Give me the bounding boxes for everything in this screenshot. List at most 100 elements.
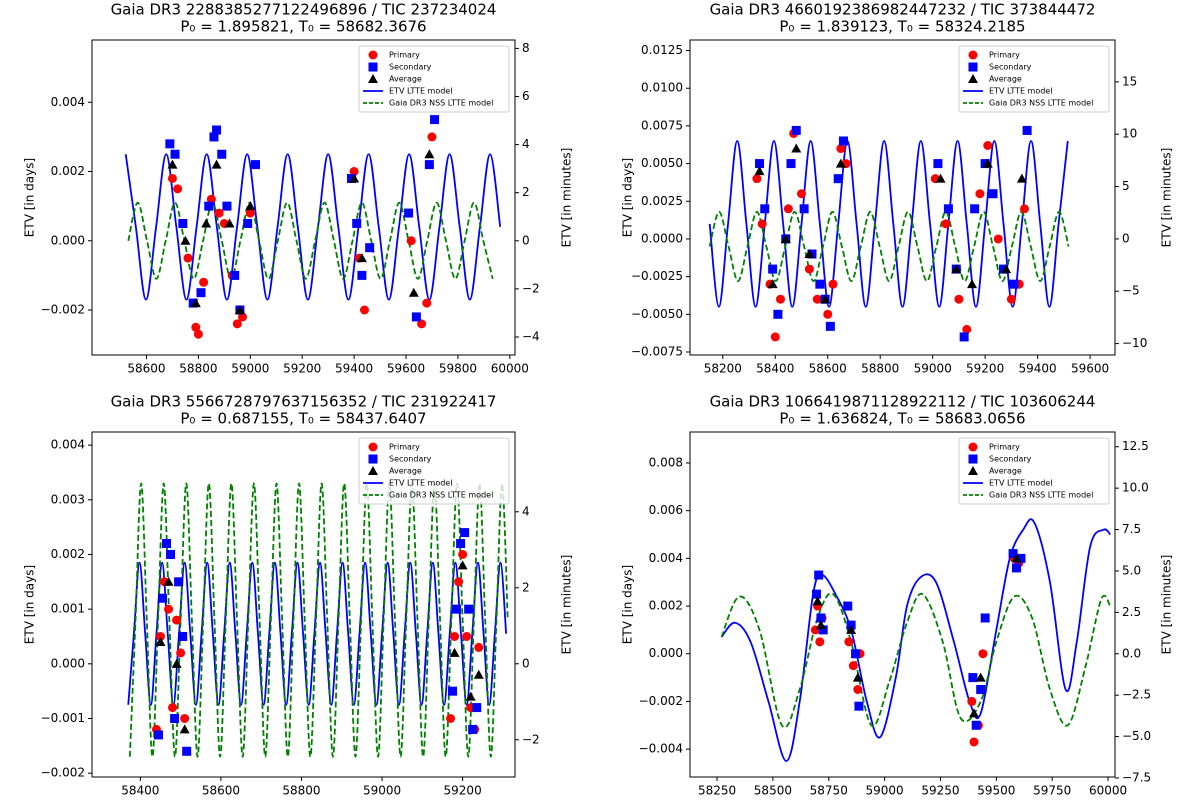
- primary-point: [427, 132, 437, 142]
- primary-point: [836, 144, 846, 154]
- secondary-point: [1009, 279, 1019, 289]
- legend-marker: [368, 50, 378, 60]
- average-point: [424, 149, 435, 159]
- legend-marker: [968, 74, 978, 83]
- y-tick-label: −0.0050: [631, 307, 683, 321]
- legend: Primary Secondary Average ETV LTTE model Gai…: [358, 437, 510, 505]
- secondary-point: [833, 174, 843, 184]
- average-point: [1011, 553, 1022, 563]
- secondary-point: [404, 208, 414, 218]
- average-point: [356, 253, 367, 263]
- legend-label: Primary: [989, 51, 1020, 60]
- y-tick-label: 0.0100: [641, 81, 683, 95]
- average-point: [846, 624, 857, 634]
- average-point: [457, 560, 468, 570]
- secondary-point: [760, 204, 770, 214]
- secondary-point: [411, 312, 421, 322]
- secondary-point: [1022, 125, 1032, 135]
- primary-point: [783, 204, 793, 214]
- model-line: [708, 210, 1070, 283]
- legend-label: Gaia DR3 NSS LTTE model: [389, 99, 493, 108]
- primary-point: [232, 319, 242, 329]
- primary-point: [176, 648, 186, 658]
- y-axis-label: ETV [in days]: [621, 565, 635, 644]
- x-tick-label: 59800: [439, 362, 477, 376]
- y2-tick-label: −7.5: [1122, 770, 1151, 784]
- legend-marker: [368, 454, 378, 464]
- y2-tick-label: −2: [522, 732, 540, 746]
- secondary-point: [162, 539, 172, 549]
- chart-title: Gaia DR3 4660192386982447232 / TIC 37384…: [710, 1, 1096, 19]
- x-tick-label: 58250: [698, 784, 736, 798]
- primary-point: [983, 141, 993, 151]
- average-point: [473, 669, 484, 679]
- average-point: [224, 218, 235, 228]
- secondary-point: [851, 649, 861, 659]
- average-point: [852, 672, 863, 682]
- secondary-point: [230, 270, 240, 280]
- average-point: [935, 173, 946, 183]
- y-tick-label: 0.001: [51, 602, 85, 616]
- primary-point: [183, 253, 193, 263]
- legend: Primary Secondary Average ETV LTTE model Gai…: [958, 45, 1110, 113]
- average-point: [163, 576, 174, 586]
- secondary-point: [464, 604, 474, 614]
- secondary-point: [816, 613, 826, 623]
- legend-box: [958, 45, 1110, 113]
- primary-point: [962, 324, 972, 334]
- average-point: [969, 708, 980, 718]
- secondary-point: [976, 684, 986, 694]
- y-tick-label: 0.0075: [641, 118, 683, 132]
- secondary-point: [773, 309, 783, 319]
- panel: Gaia DR3 4660192386982447232 / TIC 37384…: [621, 1, 1174, 376]
- primary-point: [796, 189, 806, 199]
- secondary-point: [460, 528, 470, 538]
- primary-point: [941, 219, 951, 229]
- secondary-point: [854, 701, 864, 711]
- y2-tick-label: −10: [1122, 336, 1147, 350]
- legend-label: Average: [389, 467, 422, 476]
- primary-point: [812, 294, 822, 304]
- y-tick-label: −0.0025: [631, 269, 683, 283]
- model-line: [124, 153, 502, 301]
- secondary-point: [980, 613, 990, 623]
- secondary-point: [452, 604, 462, 614]
- secondary-point: [838, 136, 848, 146]
- primary-point: [853, 684, 863, 694]
- y2-tick-label: 2: [522, 580, 530, 594]
- primary-point: [245, 208, 255, 218]
- secondary-point: [250, 160, 260, 170]
- y-tick-label: 0.0050: [641, 156, 683, 170]
- secondary-point: [170, 149, 180, 159]
- y-tick-label: 0.000: [51, 656, 85, 670]
- chart-subtitle: P₀ = 1.636824, T₀ = 58683.0656: [779, 410, 1025, 428]
- primary-point: [804, 264, 814, 274]
- average-point: [835, 158, 846, 168]
- secondary-point: [472, 703, 482, 713]
- legend-label: Gaia DR3 NSS LTTE model: [389, 491, 493, 500]
- x-tick-label: 58600: [809, 362, 847, 376]
- legend-marker: [968, 50, 978, 60]
- secondary-point: [811, 589, 821, 599]
- secondary-point: [943, 204, 953, 214]
- x-tick-label: 58500: [754, 784, 792, 798]
- legend-label: ETV LTTE model: [389, 479, 452, 488]
- secondary-point: [815, 279, 825, 289]
- primary-point: [844, 637, 854, 647]
- legend-box: [958, 437, 1110, 505]
- secondary-point: [352, 218, 362, 228]
- x-tick-label: 58200: [704, 362, 742, 376]
- average-point: [975, 672, 986, 682]
- secondary-point: [153, 730, 163, 740]
- x-tick-label: 58600: [127, 362, 165, 376]
- secondary-point: [158, 593, 167, 603]
- primary-point: [173, 184, 183, 194]
- y2-tick-label: 4: [522, 504, 530, 518]
- primary-point: [155, 631, 165, 641]
- primary-point: [446, 713, 456, 723]
- x-tick-label: 58800: [282, 784, 320, 798]
- y-tick-label: 0.002: [51, 547, 85, 561]
- secondary-point: [988, 189, 998, 199]
- x-tick-label: 59500: [977, 784, 1015, 798]
- secondary-point: [755, 159, 765, 169]
